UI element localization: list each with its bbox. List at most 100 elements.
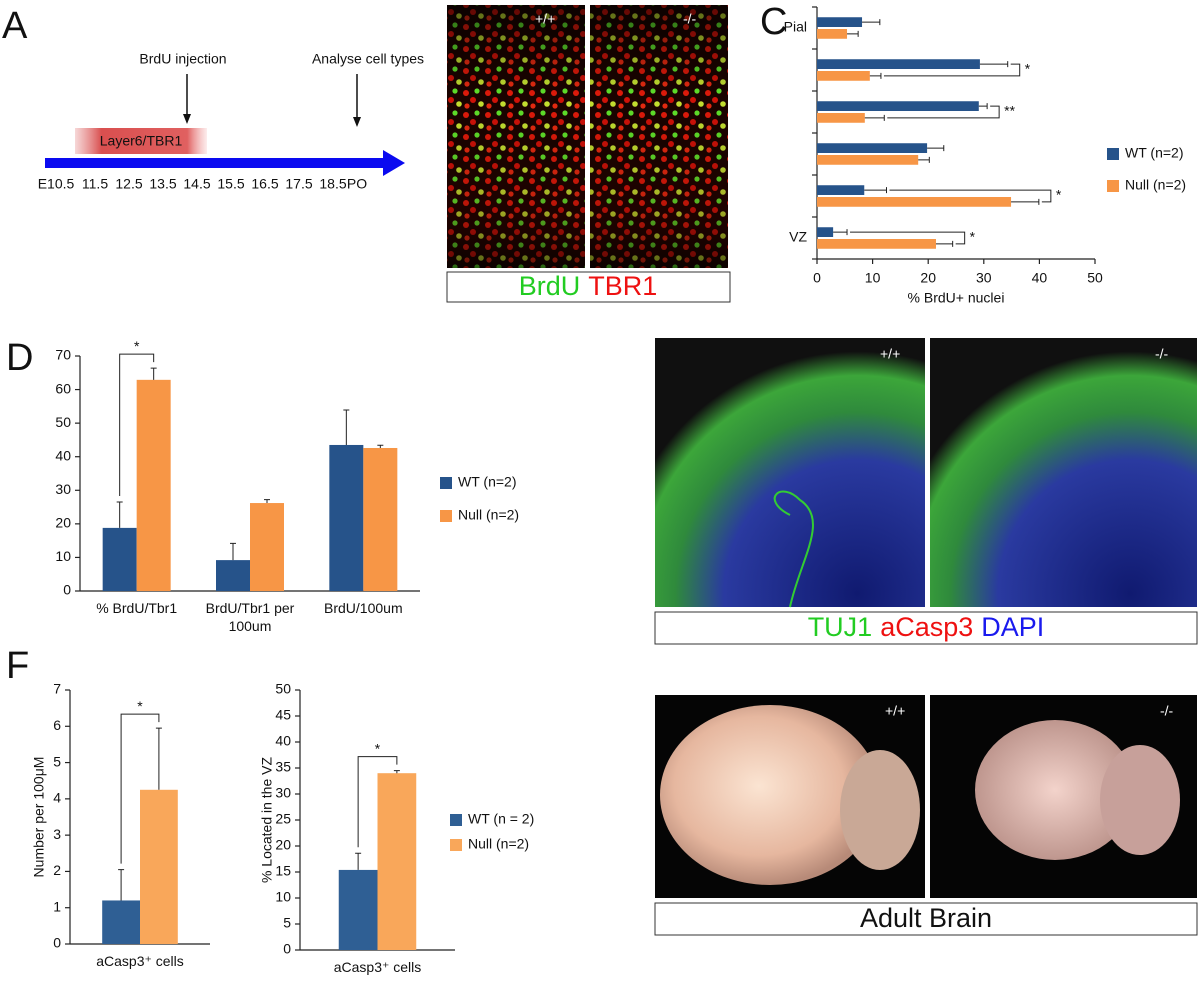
y-tick-label: 3 (53, 826, 61, 842)
y-tick-label: 20 (275, 837, 291, 853)
bar (817, 59, 980, 69)
error-bar (264, 499, 270, 504)
bar (102, 900, 140, 944)
y-tick-label: 35 (275, 759, 291, 775)
significance-bracket (887, 105, 1000, 119)
significance-label: ** (1004, 103, 1015, 119)
x-tick-label: BrdU/100um (324, 600, 403, 616)
genotype-label: -/- (1160, 703, 1174, 719)
x-tick-label: aCasp3⁺ cells (96, 953, 184, 969)
legend-swatch (440, 510, 452, 522)
y-tick-label: 5 (53, 753, 61, 769)
error-bar (864, 114, 885, 121)
x-tick-label: BrdU/Tbr1 per 100um (205, 600, 295, 634)
y-tick-label: 15 (275, 863, 291, 879)
y-tick-label: Pial (784, 19, 807, 35)
bar (250, 503, 284, 591)
y-tick-label: 40 (55, 447, 71, 463)
error-bar (393, 770, 400, 774)
x-tick-label-box: BrdU/Tbr1 per 100um (205, 600, 295, 634)
bar (817, 71, 870, 81)
significance-bracket (357, 756, 398, 848)
bar (817, 239, 936, 249)
y-tick-label: 5 (283, 915, 291, 931)
significance-bracket (889, 189, 1052, 203)
micrograph-shade (590, 5, 728, 268)
timeline-tick: 14.5 (183, 176, 210, 192)
legend-swatch (440, 477, 452, 489)
error-bar (918, 156, 930, 163)
bar (377, 773, 417, 950)
bar (817, 155, 919, 165)
legend-label: Null (n=2) (458, 507, 519, 523)
legend-label: WT (n = 2) (468, 811, 534, 827)
x-tick-label: % BrdU/Tbr1 (96, 600, 178, 616)
timeline-tick: 16.5 (251, 176, 278, 192)
caption-box (654, 902, 1198, 936)
caption: TUJ1 aCasp3 DAPI (808, 612, 1045, 642)
error-bar (864, 187, 887, 194)
caption-word: BrdU (519, 271, 581, 301)
bar (817, 101, 979, 111)
x-tick-label-box: aCasp3⁺ cells (96, 953, 184, 969)
error-bar (155, 727, 162, 790)
caption-word: TBR1 (588, 271, 657, 301)
time-arrow (45, 158, 390, 168)
legend-swatch (1107, 180, 1119, 192)
timeline-tick: E10.5 (38, 176, 75, 192)
tissue-edge (773, 490, 814, 608)
y-axis-label: % Located in the VZ (259, 757, 275, 884)
y-tick-label: 10 (275, 889, 291, 905)
bar (817, 227, 834, 237)
x-tick-label: 10 (865, 270, 881, 286)
timeline-tick: 13.5 (149, 176, 176, 192)
error-bar (862, 19, 881, 26)
legend-swatch (450, 814, 462, 826)
event-arrow-head (183, 114, 191, 124)
x-tick-label: aCasp3⁺ cells (333, 959, 422, 975)
significance-bracket (850, 231, 966, 245)
x-tick-label-box: BrdU/100um (324, 600, 403, 616)
y-tick-label: 50 (275, 681, 291, 697)
micrograph (655, 338, 925, 607)
caption-box (446, 271, 731, 303)
error-bar (118, 869, 125, 901)
y-tick-label: 25 (275, 811, 291, 827)
x-tick-label: 0 (813, 270, 821, 286)
bar (136, 379, 171, 591)
x-tick-label-box: % BrdU/Tbr1 (96, 600, 178, 616)
bar (817, 17, 863, 27)
legend-label: Null (n=2) (1125, 177, 1186, 193)
timeline-tick: 17.5 (285, 176, 312, 192)
panel-label: D (6, 337, 33, 379)
event-arrow-head (353, 117, 361, 127)
significance-label: * (137, 698, 143, 714)
error-bar (116, 501, 123, 528)
layer-band (75, 128, 207, 154)
y-tick-label: VZ (789, 229, 807, 245)
legend-label: WT (n=2) (1125, 145, 1183, 161)
error-bar (927, 145, 945, 152)
y-tick-label: 20 (55, 515, 71, 531)
y-tick-label: 70 (55, 347, 71, 363)
error-bar (355, 852, 362, 870)
bar (817, 143, 928, 153)
genotype-label: +/+ (885, 703, 905, 719)
error-bar (343, 409, 350, 445)
y-tick-label: 2 (53, 862, 61, 878)
y-tick-label: 0 (63, 582, 71, 598)
y-tick-label: 0 (53, 935, 61, 951)
significance-label: * (375, 740, 381, 756)
timeline: Layer6/TBR1 BrdU injection Analyse cell … (45, 51, 424, 176)
caption: BrdU TBR1 (519, 271, 658, 301)
error-bar (377, 444, 384, 448)
significance-label: * (1025, 61, 1031, 77)
error-bar (869, 72, 882, 79)
caption-word: aCasp3 (880, 612, 973, 642)
y-axis-label: Number per 100μM (31, 757, 47, 878)
bar (140, 789, 178, 944)
micrograph (930, 338, 1197, 607)
genotype-label: -/- (683, 11, 697, 27)
brain (660, 705, 880, 885)
bar (329, 444, 364, 591)
